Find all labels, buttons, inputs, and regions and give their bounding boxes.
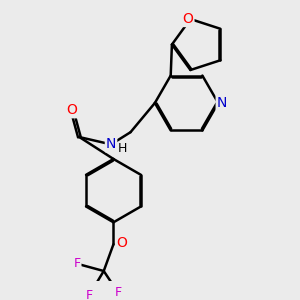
Text: O: O [117, 236, 128, 250]
Text: F: F [85, 289, 93, 300]
Text: N: N [106, 137, 116, 152]
Text: F: F [74, 257, 80, 270]
Text: N: N [217, 96, 227, 110]
Text: H: H [117, 142, 127, 154]
Text: F: F [115, 286, 122, 299]
Text: O: O [67, 103, 77, 117]
Text: O: O [183, 12, 194, 26]
